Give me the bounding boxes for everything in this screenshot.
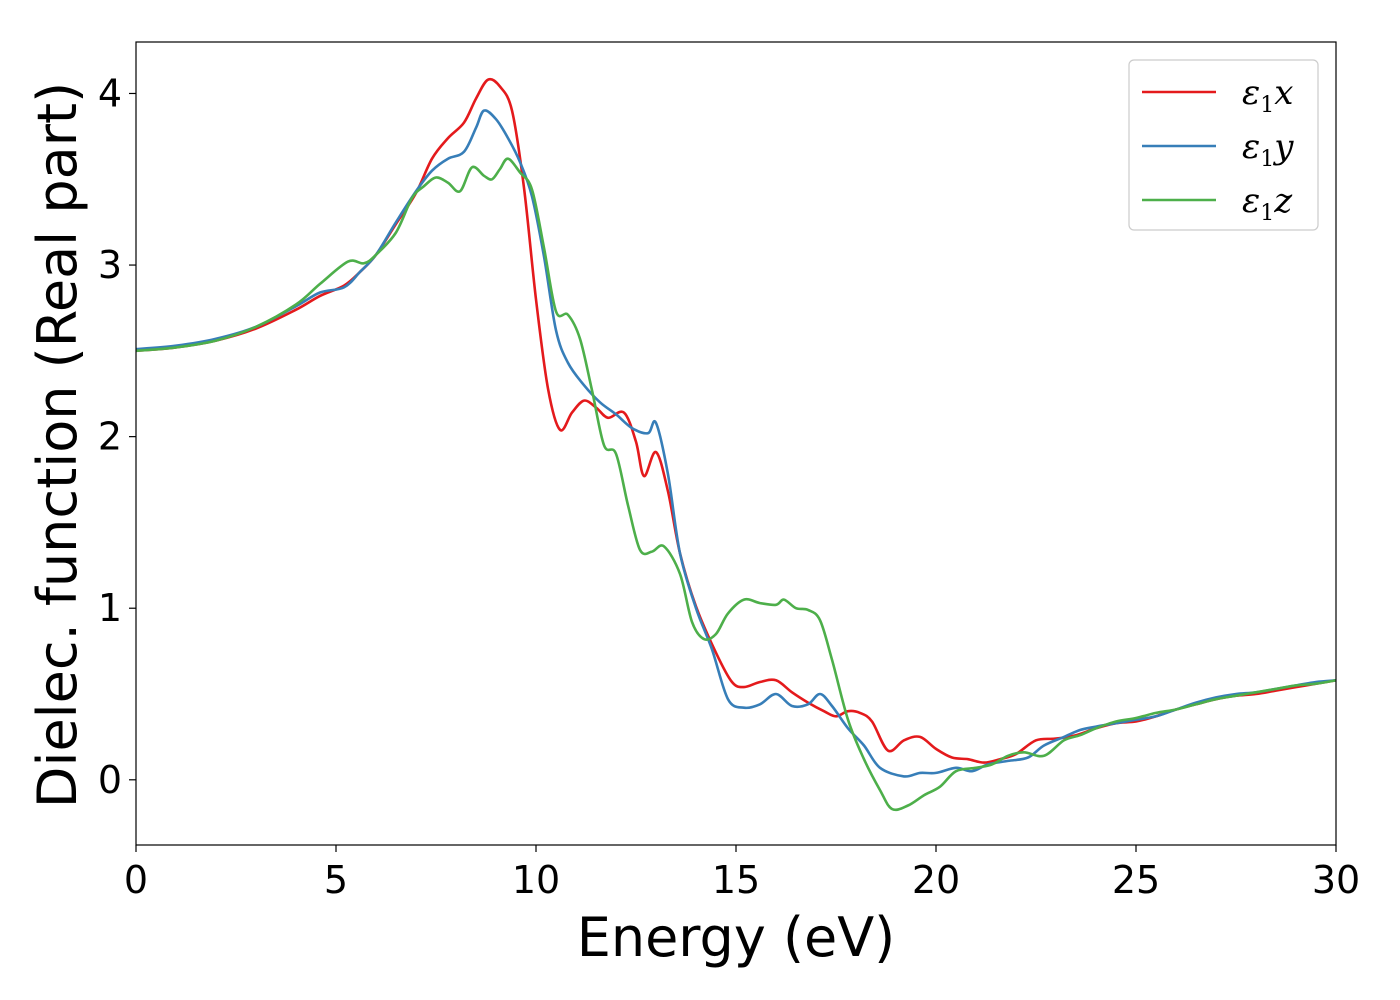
y-axis-label: Dielec. function (Real part): [26, 82, 89, 808]
y-tick-label: 1: [98, 586, 122, 630]
legend-label-z: ε1z: [1242, 181, 1293, 226]
axis-ticks: 0 5 10 15 20 25 30 0 1 2 3 4: [98, 71, 1360, 902]
legend: ε1x ε1y ε1z: [1128, 59, 1319, 231]
series-line-z: [135, 157, 1337, 812]
x-tick-label: 0: [124, 858, 148, 902]
x-tick-label: 10: [512, 858, 560, 902]
series-line-y: [135, 109, 1337, 778]
y-tick-label: 4: [98, 71, 122, 115]
legend-box: [1128, 59, 1319, 231]
y-tick-label: 3: [98, 243, 122, 287]
x-tick-label: 5: [324, 858, 348, 902]
x-tick-label: 25: [1112, 858, 1160, 902]
series-lines: [135, 77, 1337, 812]
y-tick-label: 2: [98, 415, 122, 459]
x-tick-label: 20: [912, 858, 960, 902]
y-tick-label: 0: [98, 758, 122, 802]
x-tick-label: 15: [712, 858, 760, 902]
x-tick-label: 30: [1312, 858, 1360, 902]
legend-label-y: ε1y: [1242, 127, 1294, 172]
legend-label-x: ε1x: [1242, 73, 1293, 118]
x-axis-label: Energy (eV): [577, 906, 896, 969]
